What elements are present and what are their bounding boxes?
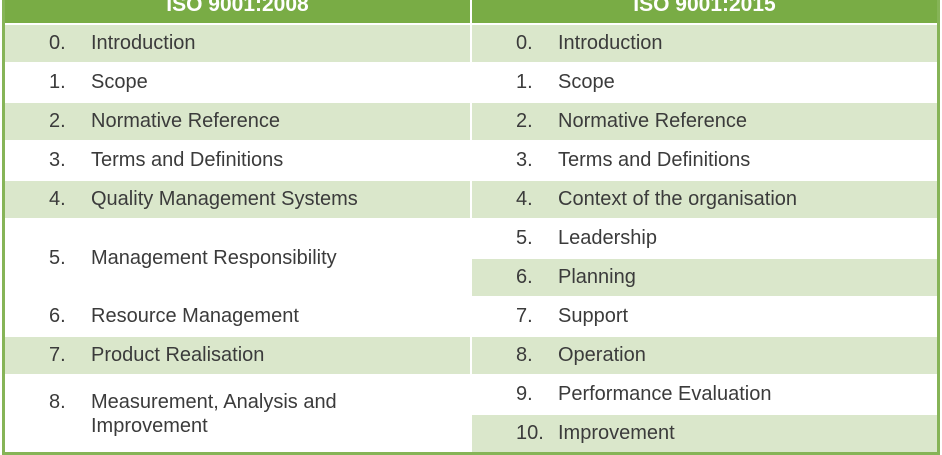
- clause-title: Operation: [558, 344, 646, 367]
- cell-2008-clause-7: 7. Product Realisation: [2, 335, 472, 376]
- clause-title: Terms and Definitions: [91, 149, 284, 172]
- clause-number: 1.: [516, 71, 533, 94]
- cell-2008-clause-2: 2. Normative Reference: [2, 101, 472, 142]
- column-header-iso-2015: ISO 9001:2015: [470, 0, 940, 25]
- clause-number: 8.: [516, 344, 533, 367]
- clause-title: Performance Evaluation: [558, 383, 772, 406]
- cell-2008-clause-8: 8. Measurement, Analysis and Improvement: [2, 374, 472, 455]
- cell-2015-clause-1: 1. Scope: [470, 62, 940, 103]
- clause-title: Scope: [558, 71, 615, 94]
- clause-title: Support: [558, 305, 629, 328]
- cell-2015-clause-0: 0. Introduction: [470, 23, 940, 64]
- cell-2008-clause-5: 5. Management Responsibility: [2, 218, 472, 298]
- cell-2015-clause-3: 3. Terms and Definitions: [470, 140, 940, 181]
- clause-title: Planning: [558, 266, 636, 289]
- cell-2015-clause-4: 4. Context of the organisation: [470, 179, 940, 220]
- table-row: 5. Management Responsibility 5. Leadership: [2, 218, 940, 298]
- cell-2015-clause-6: 6. Planning: [470, 257, 940, 298]
- clause-number: 3.: [516, 149, 533, 172]
- clause-title: Resource Management: [91, 305, 299, 328]
- clause-title: Normative Reference: [558, 110, 747, 133]
- cell-2015-clause-8: 8. Operation: [470, 335, 940, 376]
- clause-title: Measurement, Analysis and Improvement: [91, 390, 337, 437]
- clause-number: 1.: [49, 71, 66, 94]
- clause-title: Improvement: [558, 422, 675, 445]
- clause-title: Management Responsibility: [91, 246, 337, 269]
- clause-title: Terms and Definitions: [558, 149, 751, 172]
- table-row: 0. Introduction 0. Introduction: [2, 23, 940, 64]
- clause-title: Introduction: [558, 32, 663, 55]
- clause-title: Context of the organisation: [558, 188, 798, 211]
- cell-2008-clause-0: 0. Introduction: [2, 23, 472, 64]
- cell-2015-clause-9: 9. Performance Evaluation: [470, 374, 940, 415]
- clause-number: 0.: [516, 32, 533, 55]
- table-row: 2. Normative Reference 2. Normative Refere…: [2, 101, 940, 142]
- table-row: 3. Terms and Definitions 3. Terms and Defi…: [2, 140, 940, 181]
- table-row: 7. Product Realisation 8. Operation: [2, 335, 940, 376]
- column-header-iso-2008: ISO 9001:2008: [2, 0, 472, 25]
- clause-number: 9.: [516, 383, 533, 406]
- table-row: 1. Scope 1. Scope: [2, 62, 940, 103]
- clause-number: 4.: [49, 188, 66, 211]
- clause-title: Introduction: [91, 32, 196, 55]
- cell-2008-clause-1: 1. Scope: [2, 62, 472, 103]
- header-row: ISO 9001:2008 ISO 9001:2015: [2, 0, 940, 25]
- clause-number: 4.: [516, 188, 533, 211]
- clause-title: Scope: [91, 71, 148, 94]
- clause-title: Product Realisation: [91, 344, 265, 367]
- clause-number: 0.: [49, 32, 66, 55]
- table-row: 6. Resource Management 7. Support: [2, 296, 940, 337]
- clause-title: Quality Management Systems: [91, 188, 358, 211]
- clause-number: 7.: [516, 305, 533, 328]
- cell-2015-clause-2: 2. Normative Reference: [470, 101, 940, 142]
- cell-2015-clause-7: 7. Support: [470, 296, 940, 337]
- clause-title: Normative Reference: [91, 110, 280, 133]
- cell-2008-clause-3: 3. Terms and Definitions: [2, 140, 472, 181]
- clause-number: 6.: [516, 266, 533, 289]
- clause-number: 6.: [49, 305, 66, 328]
- table-row: 8. Measurement, Analysis and Improvement …: [2, 374, 940, 455]
- cell-2008-clause-4: 4. Quality Management Systems: [2, 179, 472, 220]
- cell-2015-clause-10: 10. Improvement: [470, 413, 940, 455]
- table-row: 4. Quality Management Systems 4. Context o…: [2, 179, 940, 220]
- clause-number: 2.: [49, 110, 66, 133]
- clause-number: 2.: [516, 110, 533, 133]
- cell-2015-clause-5: 5. Leadership: [470, 218, 940, 259]
- clause-number: 3.: [49, 149, 66, 172]
- clause-number: 8.: [49, 390, 66, 413]
- table-row: 6. Planning: [4, 257, 940, 298]
- clause-number: 10.: [516, 422, 544, 445]
- cell-2008-clause-6: 6. Resource Management: [2, 296, 472, 337]
- clause-title: Leadership: [558, 227, 657, 250]
- clause-number: 5.: [49, 246, 66, 269]
- clause-number: 7.: [49, 344, 66, 367]
- clause-number: 5.: [516, 227, 533, 250]
